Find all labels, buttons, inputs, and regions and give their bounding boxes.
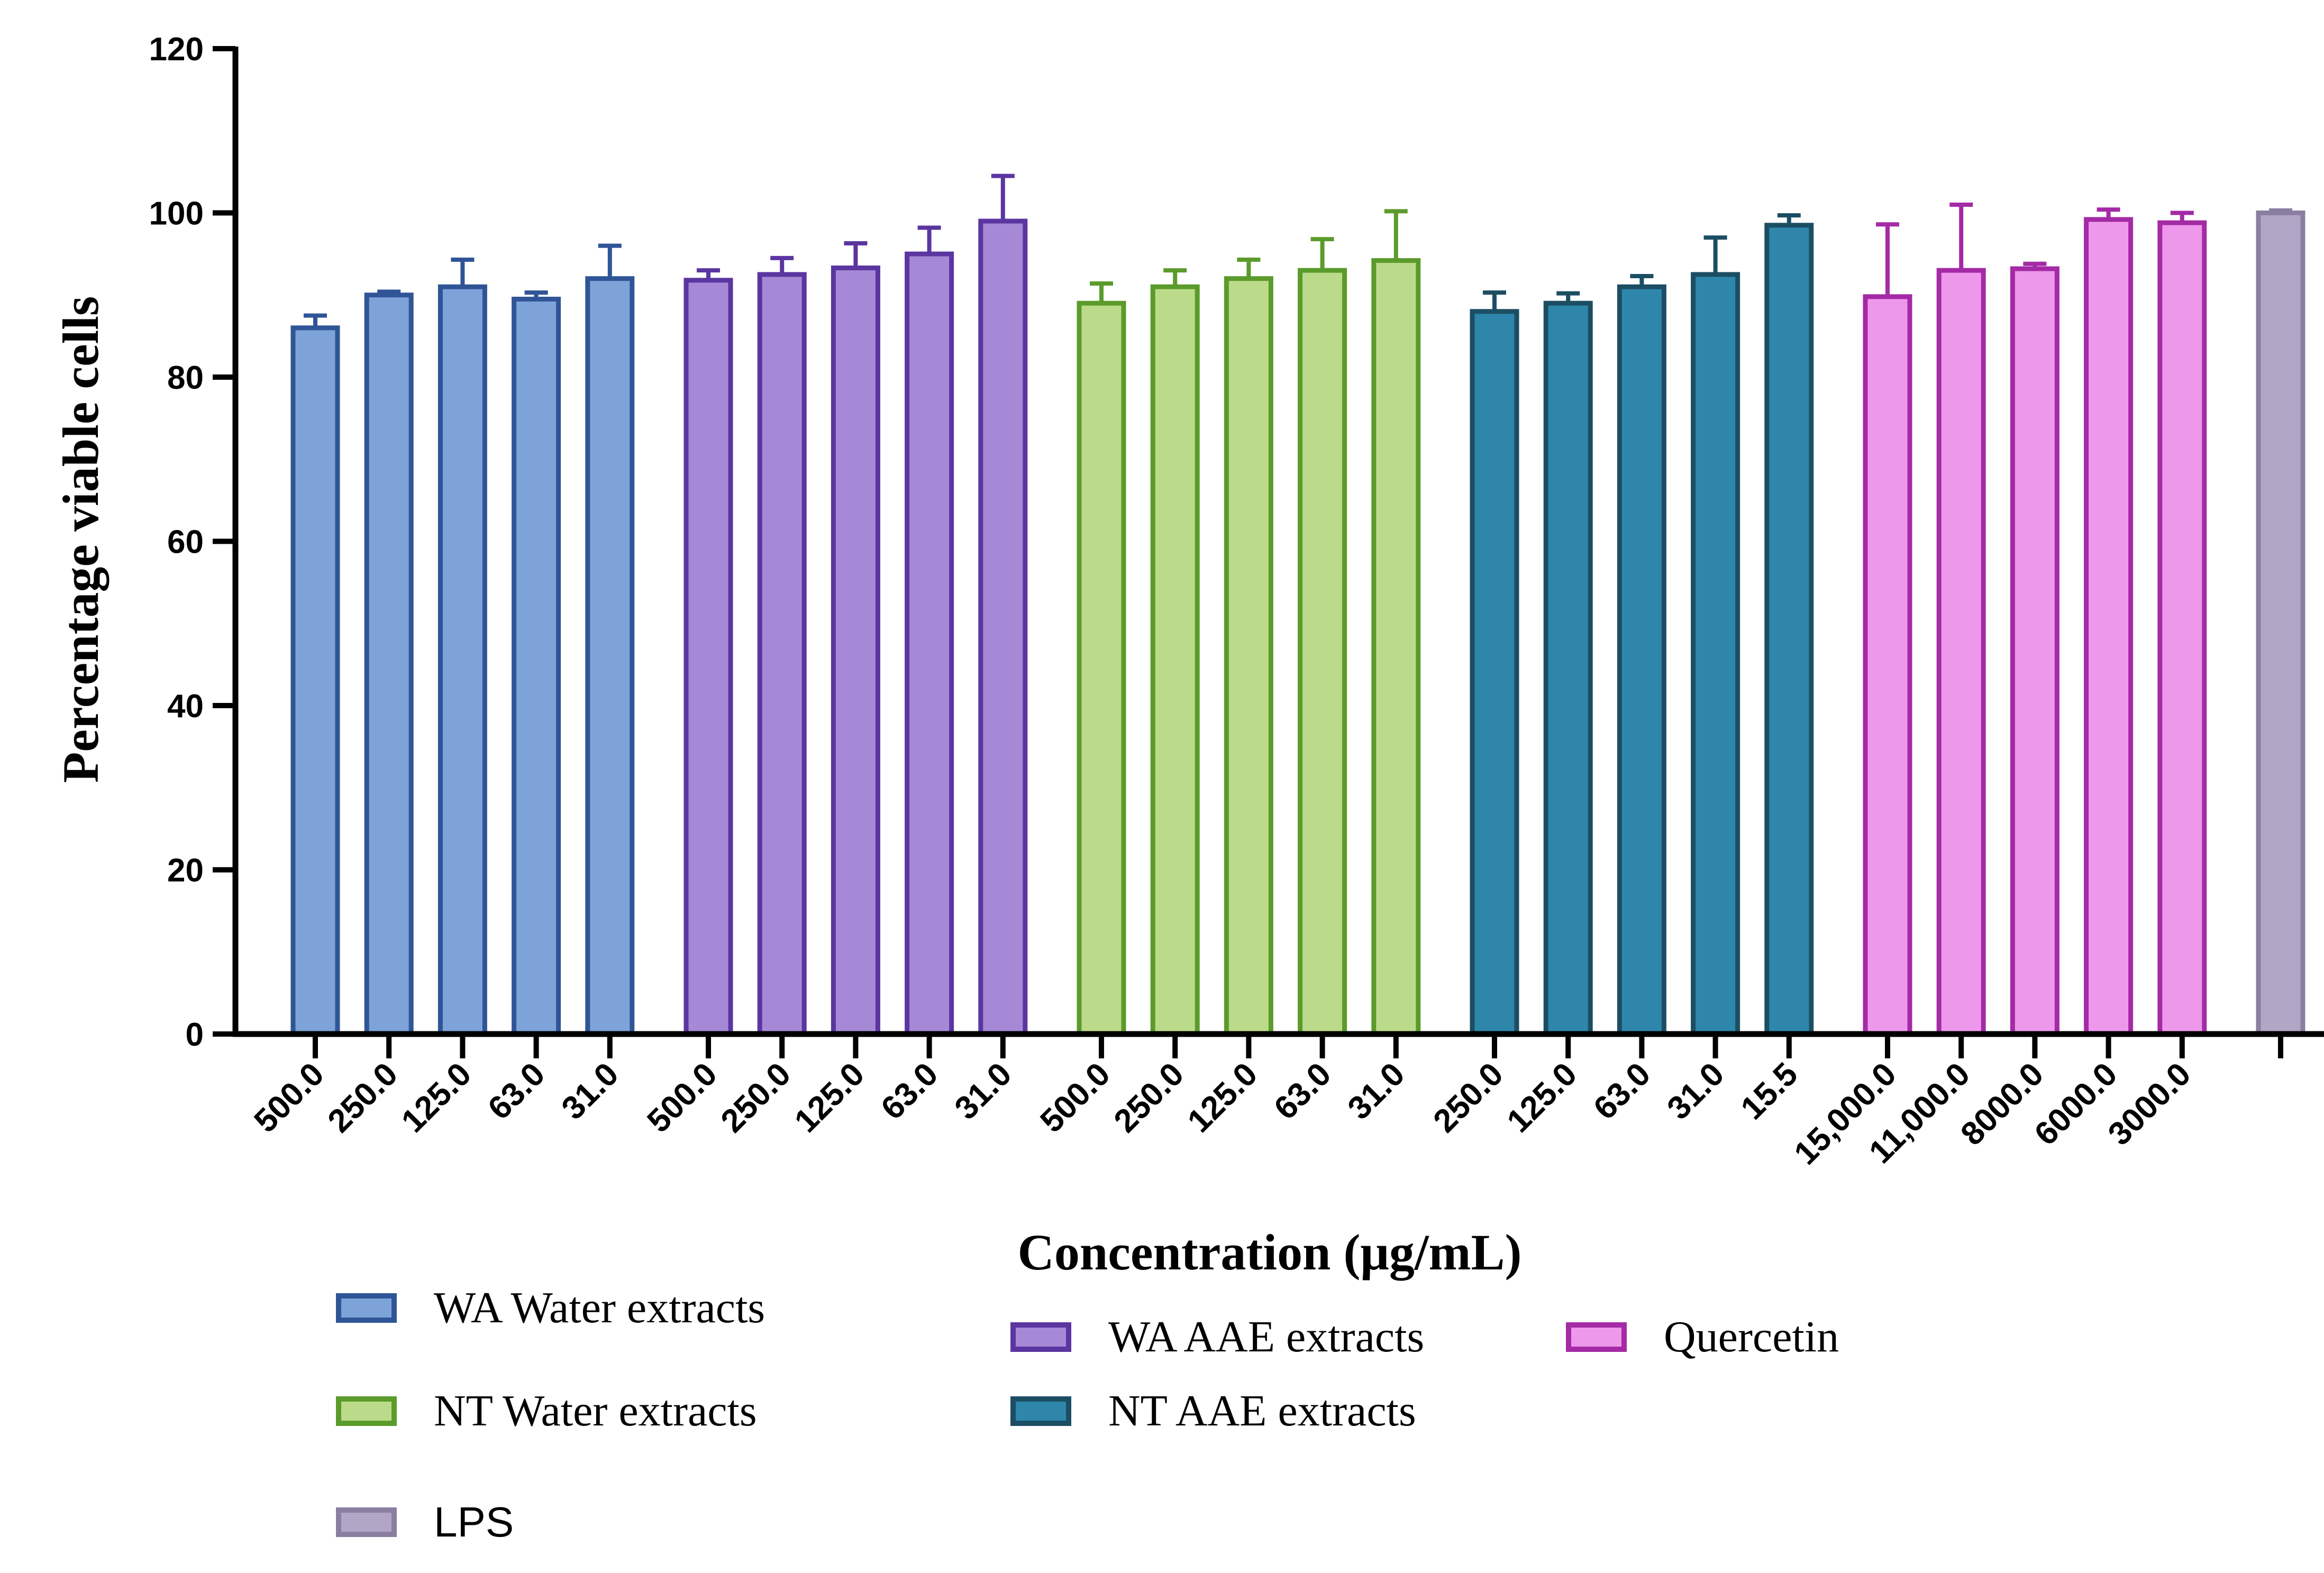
x-tick-label: 6000.0 [2028, 1056, 2125, 1153]
legend: WA Water extracts WA AAE extracts Querceti… [336, 1283, 1839, 1545]
legend-label: WA Water extracts [434, 1283, 765, 1332]
x-tick-label: 500.0 [1033, 1056, 1117, 1140]
legend-swatch [336, 1293, 397, 1323]
series-nt-water-extracts [1077, 209, 1421, 1037]
bar [364, 292, 414, 1037]
series-nt-aae-extracts [1470, 213, 1814, 1037]
x-tick-label: 250.0 [714, 1056, 798, 1140]
legend-label: Quercetin [1664, 1312, 1839, 1361]
legend-label: NT Water extracts [434, 1386, 757, 1435]
legend-item: WA AAE extracts [1010, 1312, 1424, 1361]
x-axis-title: Concentration (μg/mL) [1018, 1224, 1522, 1281]
bar [290, 325, 340, 1037]
legend-label: LPS [434, 1498, 514, 1545]
x-tick-label: 31.0 [555, 1056, 626, 1127]
x-tick-label: 500.0 [247, 1056, 331, 1140]
legend-swatch [1010, 1322, 1071, 1352]
legend-item: WA Water extracts [336, 1283, 765, 1332]
legend-swatch [336, 1507, 397, 1537]
x-tick-label: 31.0 [1660, 1056, 1731, 1127]
x-tick-label: 63.0 [874, 1056, 945, 1127]
legend-item: Quercetin [1566, 1312, 1839, 1361]
x-tick-label: 125.0 [788, 1056, 872, 1140]
series-wa-water-extracts [290, 243, 635, 1037]
bar [1936, 268, 1986, 1037]
y-tick-label: 80 [167, 360, 204, 396]
bar [438, 284, 487, 1037]
x-tick-label: 63.0 [1267, 1056, 1338, 1127]
legend-label: WA AAE extracts [1108, 1312, 1424, 1361]
x-tick-label: 125.0 [1500, 1056, 1584, 1140]
bar [757, 272, 807, 1037]
legend-swatch [1566, 1322, 1627, 1352]
bar [1470, 309, 1519, 1037]
bars-layer [290, 173, 2305, 1037]
legend-item: NT Water extracts [336, 1386, 757, 1435]
bar [831, 266, 880, 1037]
y-tick-label: 60 [167, 524, 204, 561]
legend-swatch [1010, 1396, 1071, 1426]
x-tick-label: 500.0 [640, 1056, 724, 1140]
x-tick-label: 31.0 [948, 1056, 1019, 1127]
x-tick-label: 63.0 [1587, 1056, 1657, 1127]
y-tick-label: 120 [149, 31, 204, 68]
bar [905, 251, 954, 1037]
x-tick-label: 250.0 [1426, 1056, 1510, 1140]
legend-swatch [336, 1396, 397, 1426]
series-quercetin [1863, 202, 2207, 1037]
x-tick-label: 3000.0 [2101, 1056, 2198, 1153]
y-ticks: 0 20 40 60 80 100 120 [149, 31, 235, 1053]
y-tick-label: 40 [167, 688, 204, 725]
bar [1543, 300, 1593, 1037]
bar [1371, 258, 1421, 1037]
bar [1298, 268, 1347, 1037]
series-wa-aae-extracts [683, 173, 1028, 1037]
bar [1617, 284, 1666, 1037]
series-lps [2256, 208, 2305, 1037]
y-tick-label: 100 [149, 196, 204, 232]
x-tick-label: 63.0 [481, 1056, 552, 1127]
bar [1077, 300, 1126, 1037]
x-tick-label: 15.5 [1734, 1056, 1805, 1127]
bar [1764, 223, 1814, 1037]
bar [2157, 220, 2207, 1037]
legend-item: NT AAE extracts [1010, 1386, 1416, 1435]
bar [585, 276, 635, 1037]
bar [1691, 272, 1740, 1037]
bar [1224, 276, 1273, 1037]
bar [1863, 294, 1912, 1037]
x-tick-label: 8000.0 [1954, 1056, 2050, 1153]
y-tick-label: 20 [167, 853, 204, 889]
x-tick-label: 125.0 [1181, 1056, 1265, 1140]
x-tick-label: 125.0 [395, 1056, 479, 1140]
y-axis-title: Percentage viable cells [52, 296, 109, 783]
bar [2256, 211, 2305, 1037]
y-tick-label: 0 [186, 1017, 204, 1053]
bar [1150, 284, 1200, 1037]
x-tick-label: 250.0 [1107, 1056, 1191, 1140]
bar [978, 218, 1028, 1037]
legend-item: LPS [336, 1498, 514, 1545]
legend-label: NT AAE extracts [1108, 1386, 1416, 1435]
bar [512, 297, 561, 1037]
bar [2084, 217, 2134, 1037]
x-tick-label: 31.0 [1341, 1056, 1412, 1127]
bar [683, 278, 733, 1037]
bar [2010, 266, 2059, 1037]
x-tick-label: 250.0 [321, 1056, 405, 1140]
